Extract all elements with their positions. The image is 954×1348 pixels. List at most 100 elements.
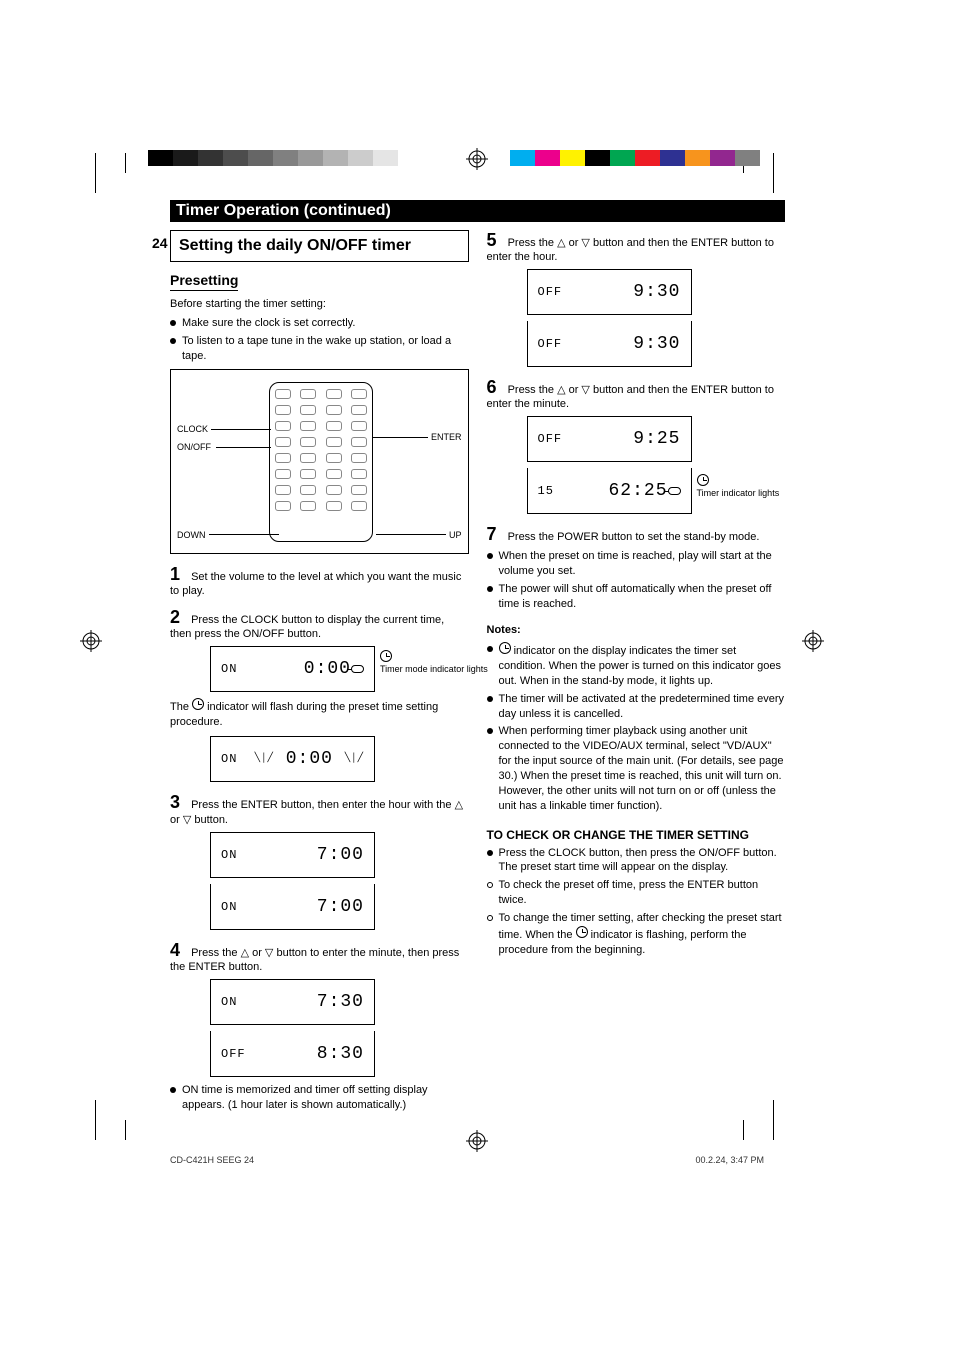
- presetting-intro: Before starting the timer setting:: [170, 297, 469, 312]
- lcd-time: 0:00: [286, 749, 333, 769]
- section-banner: Timer Operation (continued): [170, 200, 785, 222]
- callout-line: [376, 534, 446, 535]
- lcd-mode: OFF: [538, 337, 563, 351]
- lcd-display: OFF 9:25: [527, 416, 692, 462]
- grayscale-colorbar: [148, 150, 398, 166]
- lcd-display: OFF 8:30: [210, 1031, 375, 1077]
- lcd-display: ON 7:00: [210, 884, 375, 930]
- bullet-icon: [487, 850, 493, 856]
- callout-label: ON/OFF: [177, 442, 211, 452]
- step-7: 7 Press the POWER button to set the stan…: [487, 524, 786, 611]
- lcd-mode: OFF: [538, 285, 563, 299]
- clock-icon: [192, 698, 204, 710]
- step-text: Press the △ or ▽ button and then the ENT…: [487, 237, 774, 263]
- lcd-time: 9:25: [633, 429, 680, 449]
- callout-line: [209, 534, 279, 535]
- step-text: Press the ENTER button, then enter the h…: [170, 799, 463, 826]
- lcd-mode: OFF: [538, 432, 563, 446]
- step-6: 6 Press the △ or ▽ button and then the E…: [487, 377, 786, 514]
- lcd-mode: ON: [221, 662, 237, 676]
- check-text: To check the preset off time, press the …: [499, 878, 786, 908]
- lcd-display: OFF 9:30: [527, 321, 692, 367]
- registration-mark-icon: [802, 630, 824, 652]
- lcd-mode: ON: [221, 900, 237, 914]
- step-text: Press the △ or ▽ button and then the ENT…: [487, 384, 774, 410]
- lcd-mode: ON: [221, 752, 237, 766]
- timer-indicator-icon: [668, 487, 681, 495]
- bullet-icon: [487, 553, 493, 559]
- note-text: When performing timer playback using ano…: [499, 724, 786, 813]
- lcd-mode: 15: [538, 484, 554, 498]
- callout-line: [211, 429, 271, 430]
- remote-outline: [269, 382, 373, 542]
- clock-icon: [380, 650, 392, 662]
- note-text: indicator on the display indicates the t…: [499, 645, 782, 687]
- step-number: 2: [170, 607, 188, 628]
- check-text: Press the CLOCK button, then press the O…: [499, 846, 786, 876]
- callout-label: DOWN: [177, 530, 206, 540]
- crop-mark: [125, 1120, 126, 1140]
- step-number: 4: [170, 940, 188, 961]
- left-column: Setting the daily ON/OFF timer Presettin…: [170, 230, 469, 1116]
- check-heading: TO CHECK OR CHANGE THE TIMER SETTING: [487, 828, 786, 842]
- crop-mark: [773, 153, 774, 193]
- step-3: 3 Press the ENTER button, then enter the…: [170, 792, 469, 930]
- annotation-text: Timer mode indicator lights: [380, 664, 488, 674]
- step-1: 1 Set the volume to the level at which y…: [170, 564, 469, 597]
- step-text: Press the CLOCK button to display the cu…: [170, 614, 444, 640]
- callout-line: [373, 437, 428, 438]
- timer-indicator-icon: [351, 665, 364, 673]
- lcd-time: 9:30: [633, 282, 680, 302]
- registration-mark-icon: [80, 630, 102, 652]
- notes-heading: Notes:: [487, 624, 521, 636]
- open-bullet-icon: [487, 882, 493, 888]
- bullet-icon: [487, 586, 493, 592]
- lcd-time: 7:00: [317, 897, 364, 917]
- lcd-display: ON 0:00: [210, 646, 375, 692]
- step-text: Press the △ or ▽ button to enter the min…: [170, 947, 459, 973]
- step-text: indicator will flash during the preset t…: [170, 701, 438, 728]
- topic-box: Setting the daily ON/OFF timer: [170, 230, 469, 262]
- blink-icon: ╲│╱: [255, 753, 274, 763]
- bullet-icon: [170, 338, 176, 344]
- bullet-icon: [170, 1087, 176, 1093]
- step-2: 2 Press the CLOCK button to display the …: [170, 607, 469, 782]
- cmyk-colorbar: [510, 150, 760, 166]
- lcd-mode: ON: [221, 848, 237, 862]
- annotation-text: Timer indicator lights: [697, 488, 780, 498]
- bullet-text: Make sure the clock is set correctly.: [182, 316, 355, 331]
- bullet-icon: [487, 728, 493, 734]
- bullet-icon: [170, 320, 176, 326]
- step-number: 3: [170, 792, 188, 813]
- crop-mark: [125, 153, 126, 173]
- presetting-heading: Presetting: [170, 272, 238, 291]
- lcd-mode: OFF: [221, 1047, 246, 1061]
- callout-label: CLOCK: [177, 424, 208, 434]
- callout-label: ENTER: [431, 432, 462, 442]
- lcd-time: 7:00: [317, 845, 364, 865]
- lcd-time: 62:25: [608, 481, 667, 501]
- step-5: 5 Press the △ or ▽ button and then the E…: [487, 230, 786, 367]
- lcd-time: 0:00: [304, 659, 351, 679]
- lcd-display: ON 7:00: [210, 832, 375, 878]
- step-number: 1: [170, 564, 188, 585]
- step-number: 7: [487, 524, 505, 545]
- crop-mark: [743, 1120, 744, 1140]
- lcd-time: 9:30: [633, 334, 680, 354]
- bullet-text: When the preset on time is reached, play…: [499, 549, 786, 579]
- lcd-display: ON ╲│╱ 0:00 ╲│╱: [210, 736, 375, 782]
- clock-icon: [697, 474, 709, 486]
- callout-label: UP: [449, 530, 462, 540]
- lcd-display: OFF 9:30: [527, 269, 692, 315]
- footer-filename: CD-C421H SEEG 24: [170, 1155, 254, 1165]
- crop-mark: [95, 1100, 96, 1140]
- page-number: 24: [152, 235, 168, 251]
- lcd-mode: ON: [221, 995, 237, 1009]
- step-text: Press the POWER button to set the stand-…: [508, 531, 760, 543]
- clock-icon: [499, 642, 511, 654]
- step-4: 4 Press the △ or ▽ button to enter the m…: [170, 940, 469, 1113]
- lcd-display: ON 7:30: [210, 979, 375, 1025]
- note-text: The timer will be activated at the prede…: [499, 692, 786, 722]
- lcd-display: 15 62:25: [527, 468, 692, 514]
- annotation: Timer indicator lights: [697, 474, 787, 498]
